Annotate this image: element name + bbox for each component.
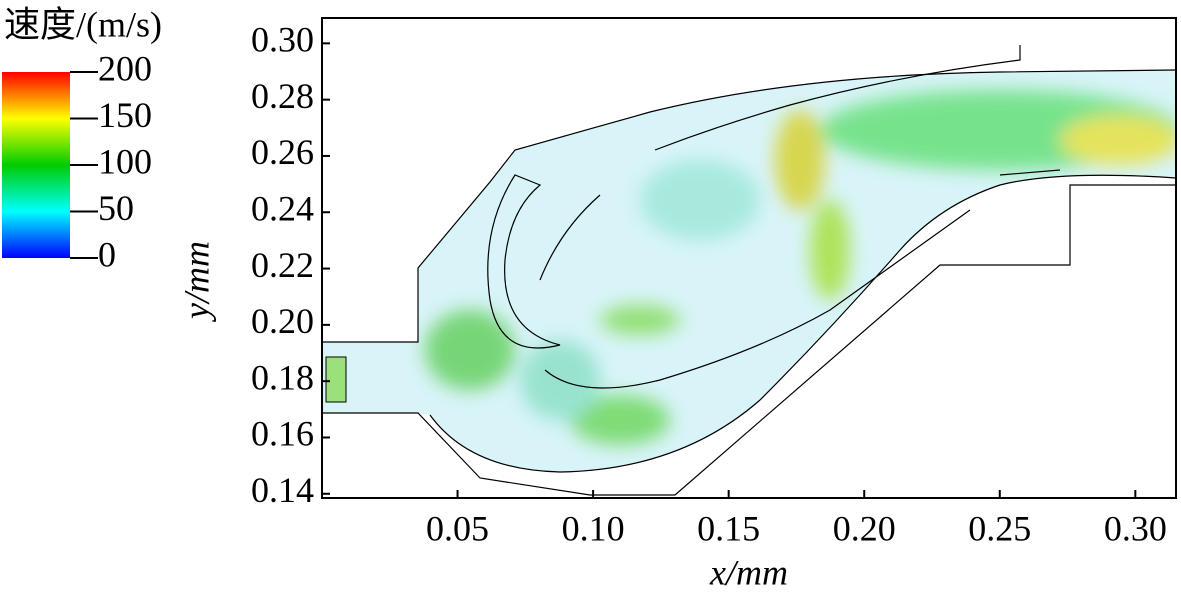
y-axis-label: y/mm: [176, 241, 216, 322]
x-tick-label: 0.15: [697, 508, 760, 548]
x-tick-label: 0.05: [426, 508, 489, 548]
x-tick-label: 0.25: [968, 508, 1031, 548]
geometry: [322, 45, 1177, 496]
colorbar-tick-label: 100: [98, 141, 152, 181]
colorbar-title: 速度/(m/s): [4, 4, 162, 44]
y-tick-label: 0.26: [251, 132, 314, 172]
colorbar: [2, 72, 70, 258]
colorbar-tick-label: 200: [98, 48, 152, 88]
x-tick-label: 0.30: [1104, 508, 1167, 548]
x-tick-label: 0.10: [562, 508, 625, 548]
y-tick-label: 0.24: [251, 189, 314, 229]
plot-frame: [321, 17, 1177, 499]
y-tick-label: 0.30: [251, 20, 314, 60]
y-tick-label: 0.16: [251, 414, 314, 454]
y-tick-label: 0.20: [251, 301, 314, 341]
axes: [321, 17, 1177, 499]
colorbar-tick-label: 50: [98, 188, 134, 228]
x-tick-label: 0.20: [833, 508, 896, 548]
y-tick-label: 0.18: [251, 357, 314, 397]
velocity-field: [322, 70, 1176, 472]
x-axis-label: x/mm: [709, 552, 788, 592]
colorbar-tick-label: 0: [98, 234, 116, 274]
colorbar-tick-label: 150: [98, 95, 152, 135]
y-tick-label: 0.28: [251, 76, 314, 116]
y-tick-label: 0.22: [251, 245, 314, 285]
y-tick-label: 0.14: [251, 470, 314, 510]
